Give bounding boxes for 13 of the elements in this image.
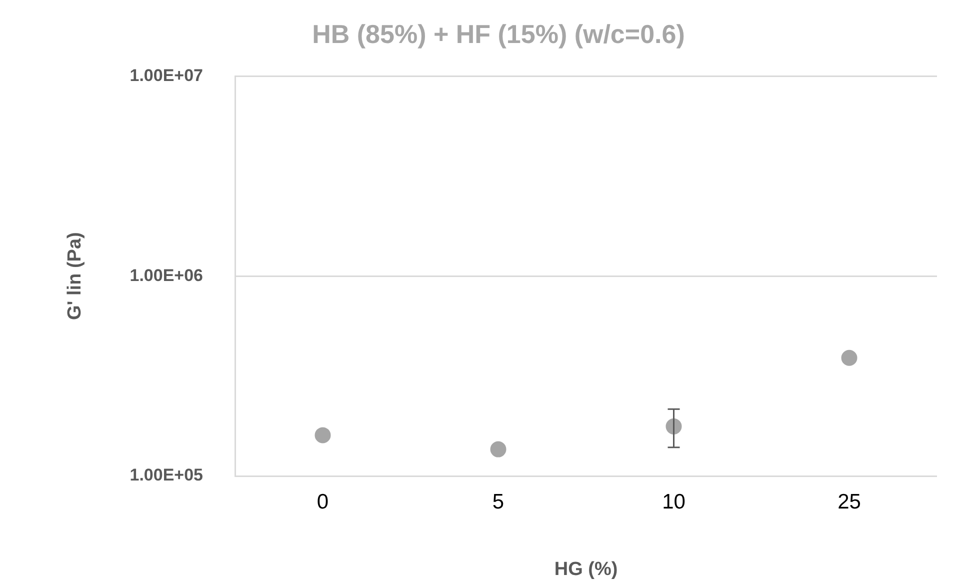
point (490, 441, 506, 458)
x-tick-label: 5 (492, 490, 504, 514)
point (841, 350, 858, 366)
x-tick-label: 25 (838, 490, 861, 514)
y-axis-title: G' lin (Pa) (64, 232, 86, 320)
y-tick-label: 1.00E+05 (130, 466, 203, 485)
x-tick-label: 0 (316, 490, 329, 514)
y-tick-label: 1.00E+06 (130, 266, 203, 285)
y-tick-label: 1.00E+07 (130, 66, 203, 85)
x-tick-label: 10 (662, 490, 686, 514)
x-axis-title: HG (%) (554, 558, 618, 580)
point (314, 427, 331, 444)
chart-title: HB (85%) + HF (15%) (w/c=0.6) (312, 18, 685, 49)
